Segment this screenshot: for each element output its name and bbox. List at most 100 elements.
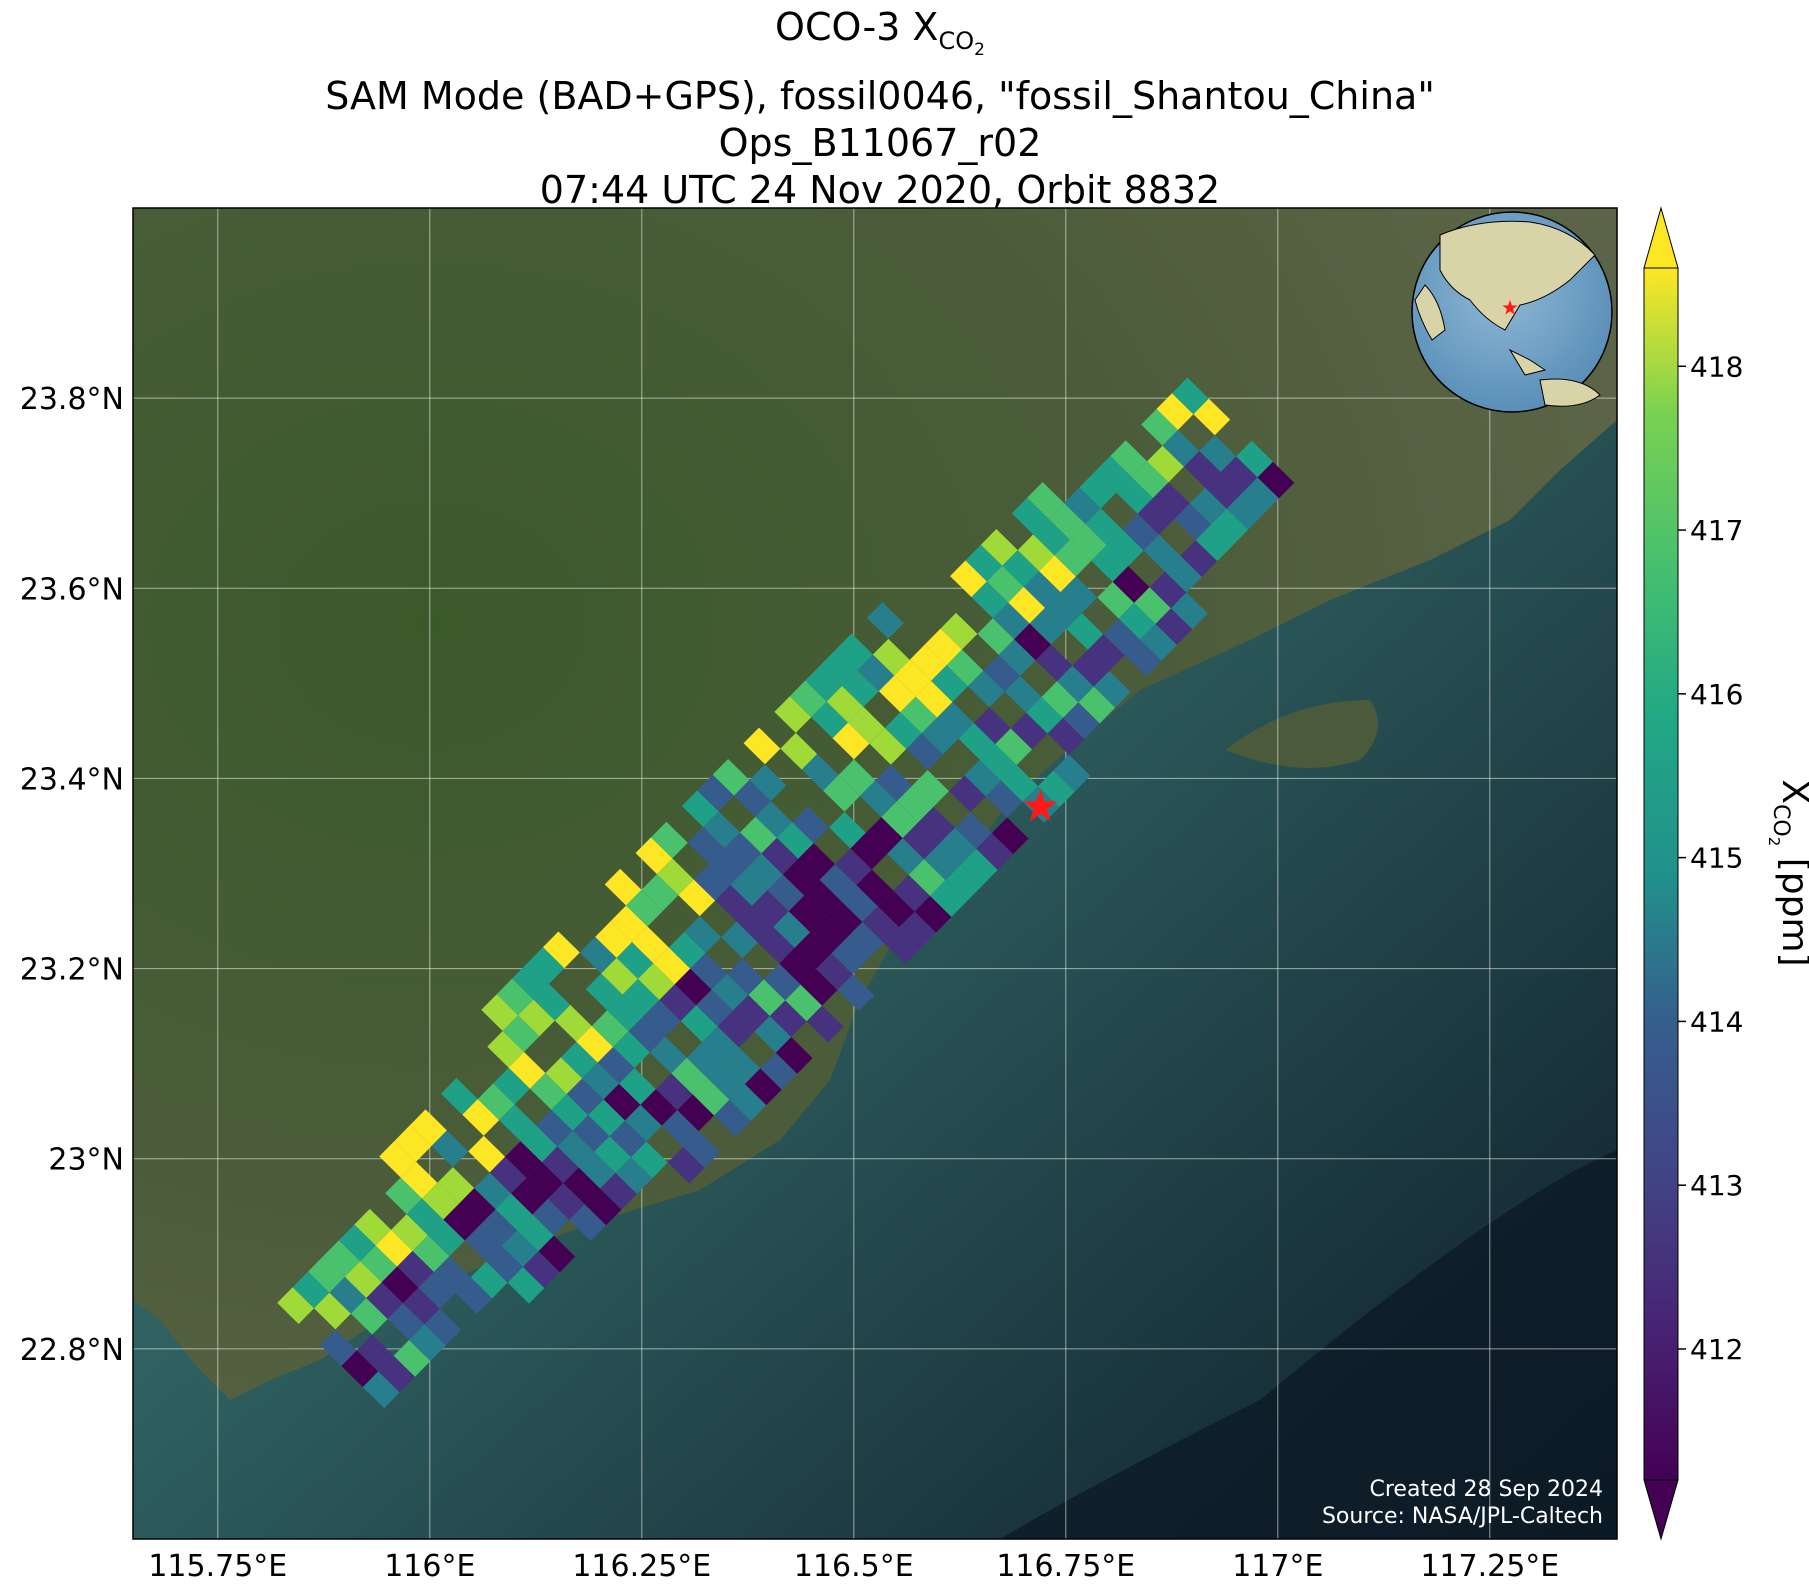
sounding-cell (542, 931, 580, 969)
sounding-cell (455, 1277, 493, 1315)
sounding-cell (512, 962, 549, 1000)
sounding-cell (630, 1141, 668, 1179)
sounding-cell (727, 958, 764, 995)
sounding-cell (495, 1193, 533, 1231)
sounding-cell (437, 1167, 475, 1204)
credit-created: Created 28 Sep 2024 (1370, 1477, 1604, 1502)
sounding-cell (1110, 440, 1148, 478)
colorbar-tick-label: 414 (1690, 1005, 1743, 1038)
sounding-cell (481, 994, 519, 1031)
sounding-cell (773, 911, 811, 948)
sounding-cell (560, 1041, 598, 1079)
sounding-cell (804, 879, 842, 917)
sounding-cell (566, 1078, 604, 1116)
sounding-cell (1045, 592, 1082, 629)
sounding-cell (792, 806, 830, 844)
sounding-cell (875, 764, 913, 802)
sounding-cell (794, 932, 832, 969)
sounding-cell (344, 1261, 382, 1298)
sounding-cell (973, 707, 1011, 745)
sounding-cell (1112, 566, 1150, 603)
sounding-cell (820, 649, 858, 686)
sounding-cell (375, 1229, 413, 1267)
sounding-cell (1103, 618, 1141, 656)
colorbar-tick-label: 413 (1690, 1169, 1743, 1202)
sounding-cell (1155, 608, 1193, 645)
sounding-cell (661, 1110, 699, 1147)
sounding-cell (1002, 550, 1040, 587)
sounding-cell (914, 895, 952, 933)
target-star-icon (1023, 788, 1058, 822)
sounding-cell (908, 859, 946, 896)
y-tick-label: 23.2°N (20, 953, 124, 988)
sounding-cell (810, 916, 847, 954)
sounding-cell (1183, 450, 1221, 488)
sounding-cell (715, 884, 752, 922)
sounding-cell (1124, 639, 1162, 677)
sounding-cell (697, 774, 735, 812)
sounding-cell (403, 1287, 440, 1325)
sounding-cell (1122, 513, 1160, 551)
sounding-cell (696, 989, 734, 1027)
sounding-cell (748, 979, 786, 1017)
sounding-cell (717, 1010, 755, 1048)
sounding-cell (811, 701, 849, 739)
sounding-cell (960, 848, 998, 886)
sounding-cell (563, 1167, 601, 1205)
sounding-cell (1008, 586, 1046, 624)
sounding-cell (385, 1177, 423, 1215)
globe-australia-landmass (1539, 378, 1601, 407)
sounding-cell (723, 1047, 761, 1085)
sounding-cell (1039, 555, 1076, 593)
sounding-cell (360, 1245, 398, 1283)
sounding-cell (517, 1214, 554, 1252)
sounding-cell (391, 1214, 428, 1251)
sounding-cell (585, 973, 623, 1011)
sounding-cell (733, 994, 770, 1032)
sounding-cell (538, 1235, 576, 1273)
sounding-cell (703, 811, 741, 849)
sounding-cell (1047, 717, 1085, 755)
sounding-cell (842, 670, 879, 707)
sounding-cell (690, 952, 728, 990)
sounding-cell (1170, 592, 1208, 630)
sounding-cell (825, 900, 863, 938)
sounding-cell (656, 858, 694, 896)
sounding-cell (588, 1099, 626, 1137)
sounding-cell (1118, 602, 1156, 640)
sounding-cell (511, 1177, 548, 1215)
sounding-cell (594, 1136, 631, 1173)
sounding-cell (468, 1135, 506, 1173)
sounding-cell (757, 926, 795, 964)
sounding-cell (776, 822, 814, 859)
sounding-cell (754, 1016, 792, 1053)
sounding-cell (486, 1245, 524, 1283)
sounding-cell (1017, 534, 1055, 572)
sounding-cell (1029, 607, 1067, 645)
sounding-cell (785, 984, 823, 1022)
sounding-cell (508, 1051, 546, 1089)
sounding-cell (683, 1131, 721, 1168)
sounding-cell (1048, 503, 1086, 540)
sounding-cell (1078, 686, 1116, 724)
sounding-cell (499, 1104, 536, 1142)
sounding-cell (976, 833, 1014, 870)
sounding-cell (686, 1042, 724, 1079)
sounding-cell (925, 628, 962, 666)
sounding-cell (643, 999, 681, 1037)
sounding-cell (823, 775, 860, 812)
sounding-cell (939, 827, 977, 865)
sounding-cell (991, 817, 1029, 855)
sounding-cell (597, 1046, 635, 1084)
sounding-cell (881, 801, 919, 839)
sounding-cell (292, 1271, 330, 1309)
sounding-cell (1147, 445, 1184, 483)
globe-asia-landmass (1439, 220, 1596, 331)
sounding-cell (505, 1141, 542, 1178)
sounding-cell (954, 812, 992, 849)
credit-source: Source: NASA/JPL-Caltech (1322, 1504, 1603, 1529)
globe-inset (1411, 211, 1613, 413)
sounding-cell (755, 801, 793, 838)
sounding-cell (530, 1073, 567, 1110)
sounding-cell (806, 1005, 844, 1043)
